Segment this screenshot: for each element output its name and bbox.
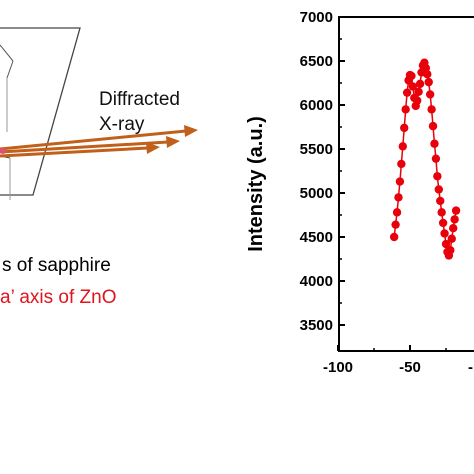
data-point <box>408 82 418 91</box>
y-tick-label: 5000 <box>300 185 333 202</box>
y-tick-label: 5500 <box>300 141 333 158</box>
data-point <box>424 77 433 87</box>
x-tick-label: -100 <box>323 359 353 376</box>
data-point <box>413 96 422 105</box>
crystal-edge-2 <box>6 60 14 79</box>
plot-frame <box>338 16 474 352</box>
data-point <box>451 206 461 215</box>
data-point <box>440 229 449 238</box>
y-tick-label: 4500 <box>300 229 333 246</box>
diffracted-label: Diffracted <box>99 89 180 110</box>
data-point <box>447 234 456 243</box>
y-axis-label: Intensity (a.u.) <box>245 116 267 252</box>
y-tick-label: 4000 <box>300 273 333 290</box>
data-point <box>433 172 442 181</box>
data-point <box>394 193 403 202</box>
sapphire-axis-label: s of sapphire <box>2 255 111 276</box>
xray-arrow-3 <box>0 146 149 158</box>
data-point <box>401 105 410 114</box>
data-point <box>389 232 399 242</box>
y-tick-label: 6500 <box>300 53 333 70</box>
xray-arrow-1 <box>0 129 187 151</box>
x-tick-label: - <box>468 359 473 376</box>
x-tick-label: -50 <box>399 359 421 376</box>
data-point <box>395 177 405 186</box>
y-tick-label: 3500 <box>300 317 333 334</box>
data-point <box>449 224 458 233</box>
data-series <box>389 58 461 260</box>
data-point <box>450 215 459 224</box>
beam-spot <box>0 148 6 154</box>
data-point <box>414 87 423 97</box>
crystal-edge-1 <box>0 44 14 62</box>
y-tick-label: 7000 <box>300 9 333 26</box>
data-point <box>430 139 439 148</box>
data-point <box>446 246 455 255</box>
xray-arrowhead-1 <box>184 125 198 137</box>
data-point <box>438 218 448 228</box>
y-tick-label: 6000 <box>300 97 333 114</box>
data-point <box>428 121 438 131</box>
data-point <box>398 142 407 151</box>
data-point <box>415 79 425 89</box>
data-point <box>434 185 443 194</box>
data-point <box>437 208 446 217</box>
data-point <box>397 159 406 169</box>
diffracted-xray-arrows <box>0 125 198 158</box>
data-point <box>431 154 441 163</box>
sample-plane-outline <box>0 27 81 196</box>
xray-arrowhead-3 <box>146 142 160 154</box>
x-axis-ticks: -100 -50 - <box>323 345 473 376</box>
diffraction-diagram: Diffracted X-ray s of sapphire a’ axis o… <box>0 27 198 308</box>
xray-arrow-2 <box>0 140 169 154</box>
zno-axis-label: a’ axis of ZnO <box>0 287 117 308</box>
y-axis-ticks: 3500 4000 4500 5000 5500 6000 6500 7000 <box>300 9 345 334</box>
xray-arrowhead-2 <box>166 136 180 148</box>
data-point <box>425 90 435 99</box>
data-point <box>441 239 451 249</box>
data-point <box>402 88 412 97</box>
xray-label: X-ray <box>99 114 145 135</box>
intensity-chart: 3500 4000 4500 5000 5500 6000 6500 7000 -100 -50… <box>245 9 474 376</box>
data-point <box>400 123 409 133</box>
data-point <box>392 208 402 217</box>
data-point <box>391 220 400 229</box>
data-point <box>407 71 416 81</box>
data-point <box>436 196 445 206</box>
data-point <box>427 105 436 114</box>
data-point <box>423 70 432 79</box>
